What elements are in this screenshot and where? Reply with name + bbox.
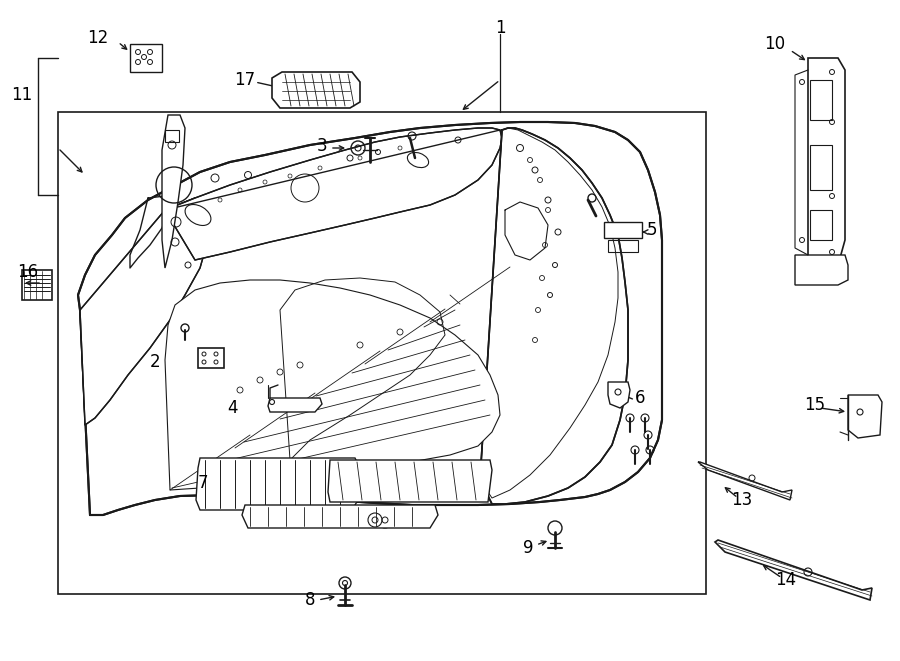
Text: 14: 14 — [776, 571, 796, 589]
Bar — [165, 130, 179, 142]
Text: 8: 8 — [305, 591, 315, 609]
Polygon shape — [608, 382, 630, 408]
Polygon shape — [242, 505, 438, 528]
Bar — [130, 44, 162, 72]
Text: 3: 3 — [317, 137, 328, 155]
Text: 11: 11 — [12, 86, 32, 104]
Bar — [810, 210, 832, 240]
Polygon shape — [196, 458, 360, 510]
Bar — [22, 270, 52, 300]
Text: 12: 12 — [87, 29, 109, 47]
Text: 4: 4 — [227, 399, 238, 417]
Text: 13: 13 — [732, 491, 752, 509]
Polygon shape — [808, 58, 845, 270]
Polygon shape — [165, 128, 502, 260]
Text: 5: 5 — [647, 221, 657, 239]
Polygon shape — [268, 398, 322, 412]
Bar — [604, 222, 642, 238]
Text: 10: 10 — [764, 35, 786, 53]
Polygon shape — [162, 115, 185, 268]
Polygon shape — [480, 128, 628, 504]
Text: 6: 6 — [634, 389, 645, 407]
Text: 15: 15 — [805, 396, 825, 414]
Text: 17: 17 — [234, 71, 256, 89]
Text: 1: 1 — [495, 19, 505, 37]
Bar — [810, 80, 832, 120]
Polygon shape — [698, 462, 792, 500]
Bar — [198, 348, 224, 368]
Polygon shape — [80, 198, 210, 425]
Polygon shape — [165, 280, 500, 490]
Text: 2: 2 — [149, 353, 160, 371]
Bar — [810, 145, 832, 190]
Bar — [608, 240, 638, 252]
Text: 16: 16 — [17, 263, 39, 281]
Text: 9: 9 — [523, 539, 533, 557]
Polygon shape — [848, 395, 882, 438]
Polygon shape — [78, 122, 662, 515]
Bar — [58, 112, 706, 594]
Polygon shape — [272, 72, 360, 108]
Polygon shape — [715, 540, 872, 600]
Polygon shape — [795, 255, 848, 285]
Text: 7: 7 — [198, 474, 208, 492]
Polygon shape — [328, 460, 492, 502]
